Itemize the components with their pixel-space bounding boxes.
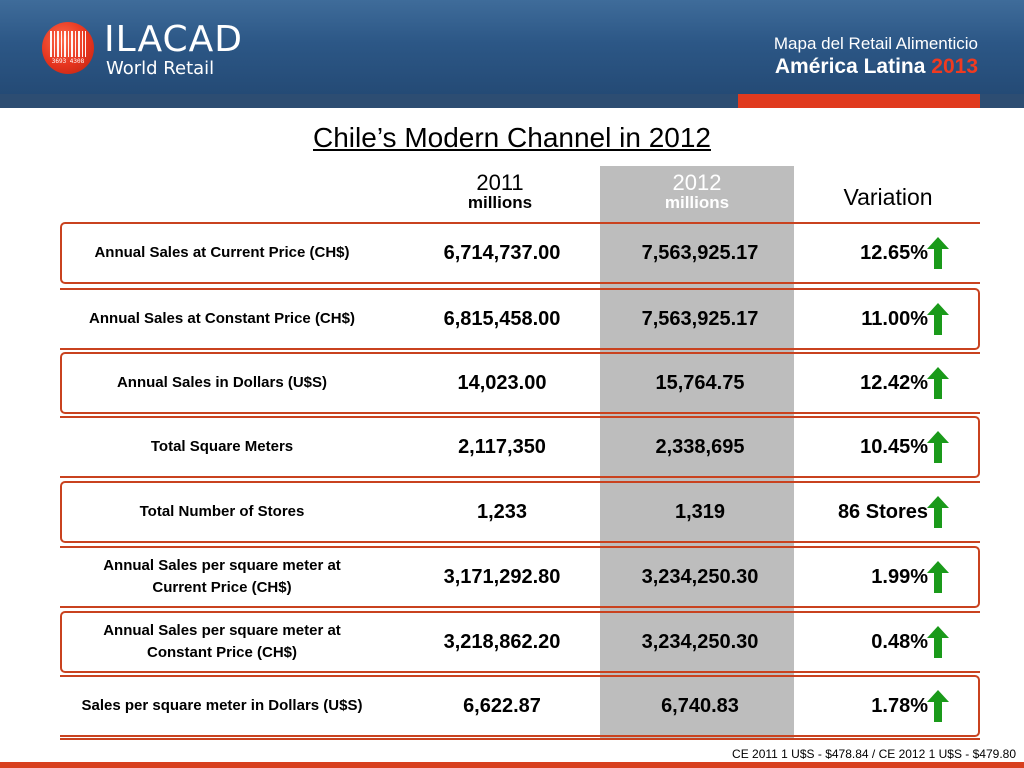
column-header-2012: 2012 millions	[664, 170, 730, 212]
footnote: CE 2011 1 U$S - $478.84 / CE 2012 1 U$S …	[732, 747, 1016, 761]
variation-value: 1.99%	[871, 565, 928, 588]
up-arrow-icon	[927, 303, 949, 335]
header-title-line2: América Latina 2013	[774, 55, 978, 78]
variation-value: 10.45%	[860, 435, 928, 458]
value-2011: 2,117,350	[458, 435, 546, 458]
row-label: Annual Sales per square meter at Current…	[103, 557, 341, 596]
row-frame	[60, 352, 980, 414]
row-frame	[60, 481, 980, 543]
variation-value: 12.65%	[860, 241, 928, 264]
row-frame	[60, 288, 980, 350]
value-2011: 14,023.00	[457, 371, 547, 394]
value-2012: 3,234,250.30	[641, 630, 759, 653]
variation-value: 11.00%	[861, 307, 928, 330]
variation-value: 1.78%	[871, 694, 928, 717]
row-frame	[60, 675, 980, 737]
row-label: Total Number of Stores	[139, 503, 305, 520]
value-2011: 6,815,458.00	[443, 307, 561, 330]
header-year: 2013	[931, 55, 978, 78]
value-2011: 6,714,737.00	[443, 241, 561, 264]
row-frame	[60, 416, 980, 478]
variation-value: 12.42%	[860, 371, 928, 394]
page-title: Chile’s Modern Channel in 2012	[313, 122, 711, 153]
row-frame	[60, 222, 980, 284]
row-frame	[60, 546, 980, 608]
table-bottom-line	[60, 738, 980, 740]
value-2012: 6,740.83	[661, 694, 739, 717]
logo-subtitle: World Retail	[106, 58, 215, 79]
value-2012: 15,764.75	[655, 371, 745, 394]
variation-value: 86 Stores	[837, 500, 928, 523]
row-frame	[60, 611, 980, 673]
highlight-column-2012	[600, 166, 794, 738]
value-2012: 7,563,925.17	[641, 307, 759, 330]
value-2011: 3,171,292.80	[443, 565, 561, 588]
up-arrow-icon	[927, 561, 949, 593]
footer-bar	[0, 762, 1024, 768]
header-strip	[0, 94, 1024, 108]
value-2012: 7,563,925.17	[641, 241, 759, 264]
value-2012: 1,319	[674, 500, 726, 523]
table-row: Sales per square meter in Dollars (U$S) 6…	[60, 675, 980, 739]
header-title: Mapa del Retail Alimenticio América Lati…	[774, 34, 978, 80]
value-2011: 6,622.87	[463, 694, 541, 717]
logo-name: ILACAD	[104, 19, 243, 60]
row-label: Total Square Meters	[150, 438, 294, 455]
column-header-variation: Variation	[843, 184, 933, 210]
value-2012: 3,234,250.30	[641, 565, 759, 588]
table-row: Total Number of Stores 1,233 1,319 86 Store…	[60, 481, 980, 545]
up-arrow-icon	[927, 431, 949, 463]
table-row: Annual Sales per square meter at Current…	[60, 546, 980, 610]
row-label: Annual Sales at Constant Price (CH$)	[89, 310, 355, 327]
header-banner: 3693 4308 ILACAD World Retail Mapa del R…	[0, 0, 1024, 96]
barcode-logo-icon: 3693 4308	[42, 22, 94, 74]
variation-value: 0.48%	[871, 630, 928, 653]
up-arrow-icon	[927, 496, 949, 528]
value-2011: 1,233	[476, 500, 528, 523]
column-header-2011: 2011 millions	[467, 170, 533, 212]
table-row: Annual Sales at Current Price (CH$) 6,714…	[60, 222, 980, 286]
up-arrow-icon	[927, 626, 949, 658]
up-arrow-icon	[927, 237, 949, 269]
row-label: Annual Sales at Current Price (CH$)	[94, 244, 350, 261]
value-2011: 3,218,862.20	[443, 630, 561, 653]
value-2012: 2,338,695	[655, 435, 745, 458]
table-row: Annual Sales at Constant Price (CH$) 6,81…	[60, 288, 980, 352]
row-label: Annual Sales in Dollars (U$S)	[116, 374, 328, 391]
row-label: Annual Sales per square meter at Constan…	[103, 622, 341, 661]
header-title-line1: Mapa del Retail Alimenticio	[773, 34, 978, 53]
table-row: Annual Sales per square meter at Constan…	[60, 611, 980, 675]
table-row: Annual Sales in Dollars (U$S) 14,023.00 15…	[60, 352, 980, 416]
up-arrow-icon	[927, 367, 949, 399]
table-row: Total Square Meters 2,117,350 2,338,695 10.…	[60, 416, 980, 480]
row-label: Sales per square meter in Dollars (U$S)	[81, 697, 363, 714]
up-arrow-icon	[927, 690, 949, 722]
header-accent-bar	[738, 94, 980, 108]
